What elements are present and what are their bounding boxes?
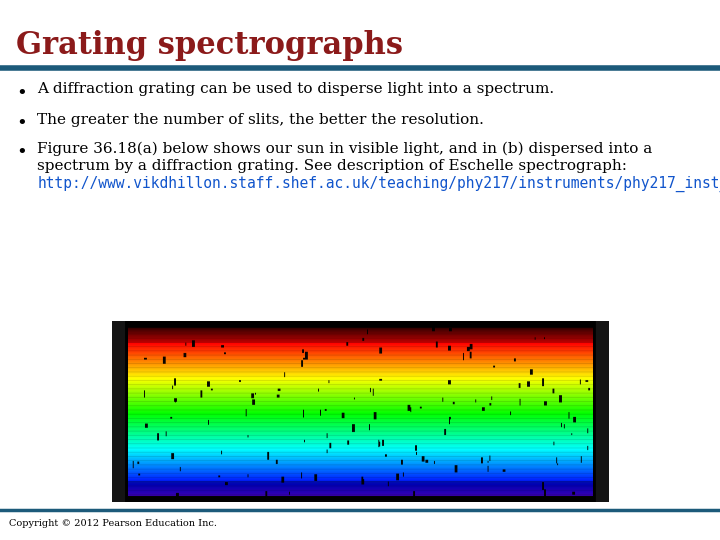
Text: http://www.vikdhillon.staff.shef.ac.uk/teaching/phy217/instruments/phy217_inst_e: http://www.vikdhillon.staff.shef.ac.uk/t…	[37, 176, 720, 192]
Text: •: •	[16, 143, 27, 161]
Text: spectrum by a diffraction grating. See description of Eschelle spectrograph:: spectrum by a diffraction grating. See d…	[37, 159, 627, 173]
Text: Figure 36.18(a) below shows our sun in visible light, and in (b) dispersed into : Figure 36.18(a) below shows our sun in v…	[37, 141, 653, 156]
Text: A diffraction grating can be used to disperse light into a spectrum.: A diffraction grating can be used to dis…	[37, 82, 554, 96]
Text: Grating spectrographs: Grating spectrographs	[16, 30, 403, 60]
Text: •: •	[16, 114, 27, 132]
Text: Copyright © 2012 Pearson Education Inc.: Copyright © 2012 Pearson Education Inc.	[9, 519, 217, 529]
Text: •: •	[16, 84, 27, 102]
Text: The greater the number of slits, the better the resolution.: The greater the number of slits, the bet…	[37, 113, 485, 127]
